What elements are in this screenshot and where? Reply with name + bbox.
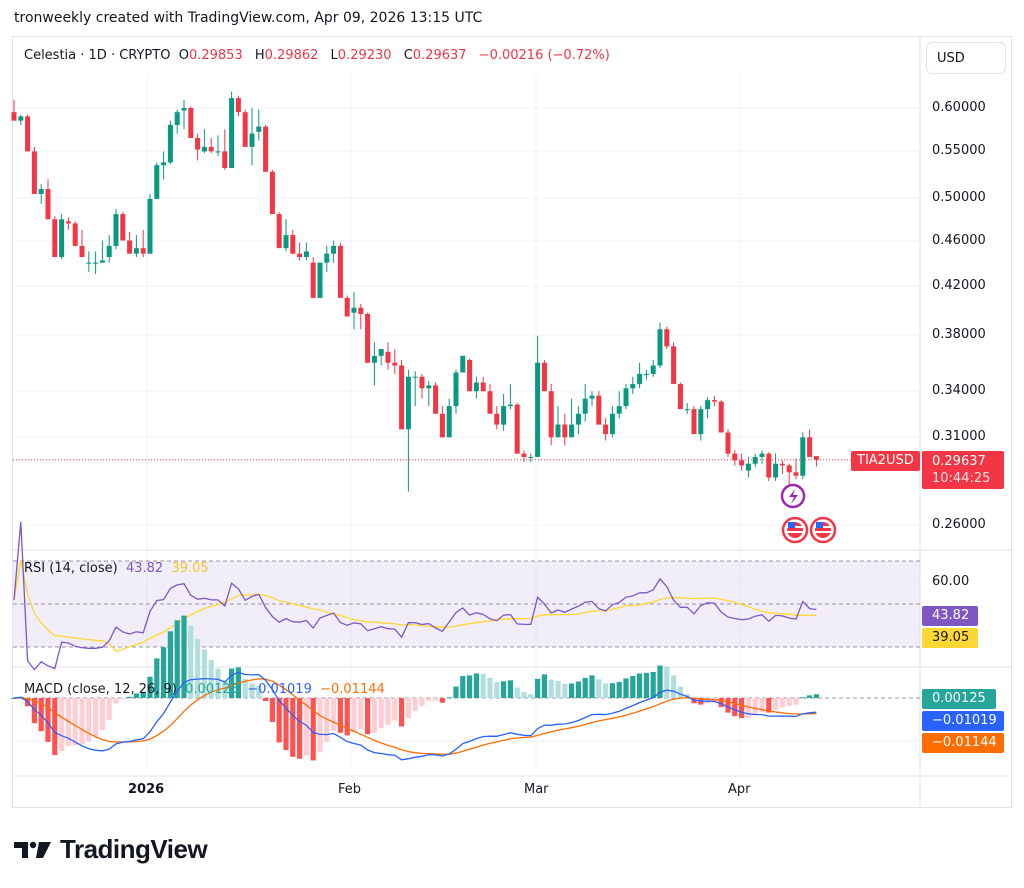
rsi-value: 43.82	[125, 561, 164, 576]
currency-button[interactable]: USD	[926, 42, 1006, 74]
price-tick: 0.55000	[932, 143, 986, 158]
chart-credit: tronweekly created with TradingView.com,…	[14, 10, 483, 26]
low-value: 0.29230	[337, 48, 392, 63]
time-label-apr: Apr	[728, 782, 751, 797]
open-value: 0.29853	[188, 48, 243, 63]
last-price-badge: 0.29637 10:44:25	[922, 451, 1004, 489]
rsi-title: RSI (14, close)	[24, 561, 118, 576]
macd-legend: MACD (close, 12, 26, 9) 0.00125 −0.01019…	[24, 682, 385, 697]
macd-hist-value: 0.00125	[185, 682, 239, 697]
macd-title: MACD (close, 12, 26, 9)	[24, 682, 177, 697]
time-label-2026: 2026	[128, 782, 165, 797]
macd-signal-badge: −0.01144	[922, 733, 1004, 753]
price-tick: 0.50000	[932, 190, 986, 205]
price-tick: 0.38000	[932, 327, 986, 342]
tradingview-logo-icon	[14, 841, 51, 858]
tradingview-logo[interactable]: TradingView	[14, 834, 208, 865]
countdown-timer: 10:44:25	[932, 471, 991, 486]
macd-line-value: −0.01019	[247, 682, 312, 697]
price-tick: 0.46000	[932, 233, 986, 248]
macd-hist-badge: 0.00125	[922, 689, 996, 709]
price-tick: 0.60000	[932, 100, 986, 115]
rsi-level-60: 60.00	[932, 574, 970, 589]
rsi-ma-value: 39.05	[171, 561, 209, 576]
last-price-value: 0.29637	[932, 454, 986, 469]
rsi-ma-badge: 39.05	[922, 628, 978, 648]
time-label-feb: Feb	[338, 782, 362, 797]
rsi-legend: RSI (14, close) 43.82 39.05	[24, 561, 209, 576]
close-value: 0.29637	[412, 48, 467, 63]
rsi-value-badge: 43.82	[922, 606, 978, 626]
price-tick: 0.34000	[932, 383, 986, 398]
price-tick: 0.26000	[932, 517, 986, 532]
ohlc-legend: Celestia · 1D · CRYPTO O0.29853 H0.29862…	[24, 48, 610, 63]
price-tick: 0.42000	[932, 278, 986, 293]
symbol-title: Celestia · 1D · CRYPTO	[24, 48, 171, 63]
price-tick: 0.31000	[932, 429, 986, 444]
tradingview-wordmark: TradingView	[60, 834, 208, 864]
time-label-mar: Mar	[524, 782, 549, 797]
change-value: −0.00216 (−0.72%)	[478, 48, 610, 63]
ticker-label: TIA2USD	[851, 451, 920, 471]
chart-frame	[12, 36, 1012, 808]
macd-line-badge: −0.01019	[922, 711, 1004, 731]
macd-signal-value: −0.01144	[320, 682, 385, 697]
high-value: 0.29862	[264, 48, 319, 63]
